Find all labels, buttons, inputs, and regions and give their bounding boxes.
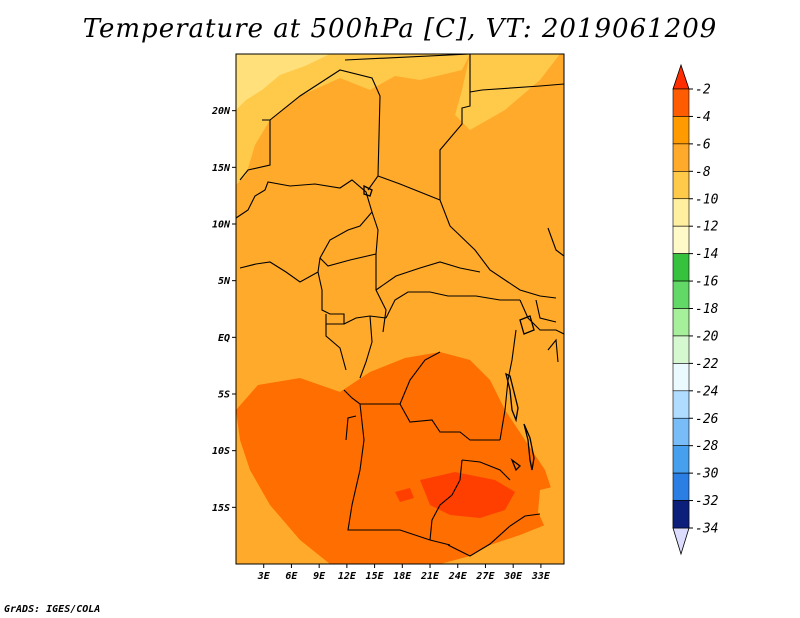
longitude-tick-label: 30E xyxy=(503,571,523,582)
longitude-tick-label: 18E xyxy=(393,571,412,582)
temperature-warm-core xyxy=(420,472,515,518)
colorbar: -2 -4 -6 -8 -10 -12 -14 -16 -18 -20 -22 -24 -26 -28 -3… xyxy=(672,63,719,556)
colorbar-swatch xyxy=(672,88,690,117)
temperature-cool-spot xyxy=(538,484,564,534)
longitude-tick-label: 21E xyxy=(420,571,440,582)
colorbar-label: -6 xyxy=(695,137,711,152)
longitude-tick-label: 9E xyxy=(313,571,326,582)
latitude-tick-label: 10N xyxy=(212,220,231,231)
colorbar-label: -24 xyxy=(695,384,718,399)
latitude-axis: 20N 15N 10N 5N EQ 5S 10S 15S xyxy=(211,106,236,514)
longitude-tick-label: 27E xyxy=(475,571,495,582)
colorbar-label: -16 xyxy=(695,275,719,290)
colorbar-label: -8 xyxy=(695,165,711,180)
colorbar-label: -4 xyxy=(695,110,711,125)
map-frame xyxy=(235,53,565,565)
longitude-tick-label: 33E xyxy=(531,571,551,582)
colorbar-label: -10 xyxy=(695,192,719,207)
map-plot-area xyxy=(235,53,565,565)
latitude-tick-label: 5N xyxy=(218,276,231,287)
colorbar-label: -26 xyxy=(695,412,719,427)
longitude-tick-label: 6E xyxy=(285,571,298,582)
colorbar-swatch xyxy=(672,143,690,172)
colorbar-swatch xyxy=(672,417,690,446)
longitude-tick-label: 12E xyxy=(338,571,357,582)
colorbar-swatch xyxy=(672,225,690,254)
colorbar-swatch xyxy=(672,280,690,309)
longitude-tick-label: 24E xyxy=(448,571,468,582)
temperature-warm-patch xyxy=(395,488,414,502)
colorbar-swatch xyxy=(672,335,690,364)
colorbar-label: -20 xyxy=(695,329,719,344)
colorbar-swatch xyxy=(672,390,690,419)
colorbar-label: -18 xyxy=(695,302,719,317)
colorbar-label: -14 xyxy=(695,247,718,262)
colorbar-swatch xyxy=(672,198,690,227)
latitude-tick-label: 20N xyxy=(211,106,231,117)
colorbar-label: -32 xyxy=(695,494,719,509)
colorbar-swatch xyxy=(672,171,690,200)
colorbar-swatch xyxy=(672,363,690,392)
colorbar-bottom-arrow xyxy=(672,527,690,556)
colorbar-swatch xyxy=(672,308,690,337)
colorbar-label: -2 xyxy=(695,83,711,98)
latitude-tick-label: 5S xyxy=(218,390,230,401)
colorbar-label: -22 xyxy=(695,357,719,372)
grads-credit: GrADS: IGES/COLA xyxy=(4,604,101,615)
latitude-tick-label: 15N xyxy=(212,163,231,174)
colorbar-swatch xyxy=(672,500,690,529)
country-borders xyxy=(235,53,565,557)
temperature-contour-minus8 xyxy=(236,54,470,185)
longitude-tick-label: 3E xyxy=(257,571,271,582)
longitude-axis: 3E 6E 9E 12E 15E 18E 21E 24E 27E 30E 33E xyxy=(257,564,551,582)
latitude-tick-label: 15S xyxy=(212,503,230,514)
temperature-contour-minus8-east xyxy=(455,54,560,130)
colorbar-swatch xyxy=(672,253,690,282)
colorbar-top-arrow xyxy=(672,63,690,90)
colorbar-swatch xyxy=(672,472,690,501)
colorbar-label: -12 xyxy=(695,220,719,235)
lakes xyxy=(363,184,535,472)
longitude-tick-label: 15E xyxy=(366,571,385,582)
latitude-tick-label: EQ xyxy=(218,333,230,344)
colorbar-swatch xyxy=(672,116,690,145)
colorbar-label: -28 xyxy=(695,439,719,454)
latitude-tick-label: 10S xyxy=(212,446,230,457)
colorbar-label: -34 xyxy=(695,522,718,537)
temperature-contour-minus10 xyxy=(236,54,330,110)
colorbar-label: -30 xyxy=(695,467,719,482)
map-title: Temperature at 500hPa [C], VT: 201906120… xyxy=(82,14,718,44)
colorbar-swatch xyxy=(672,445,690,474)
